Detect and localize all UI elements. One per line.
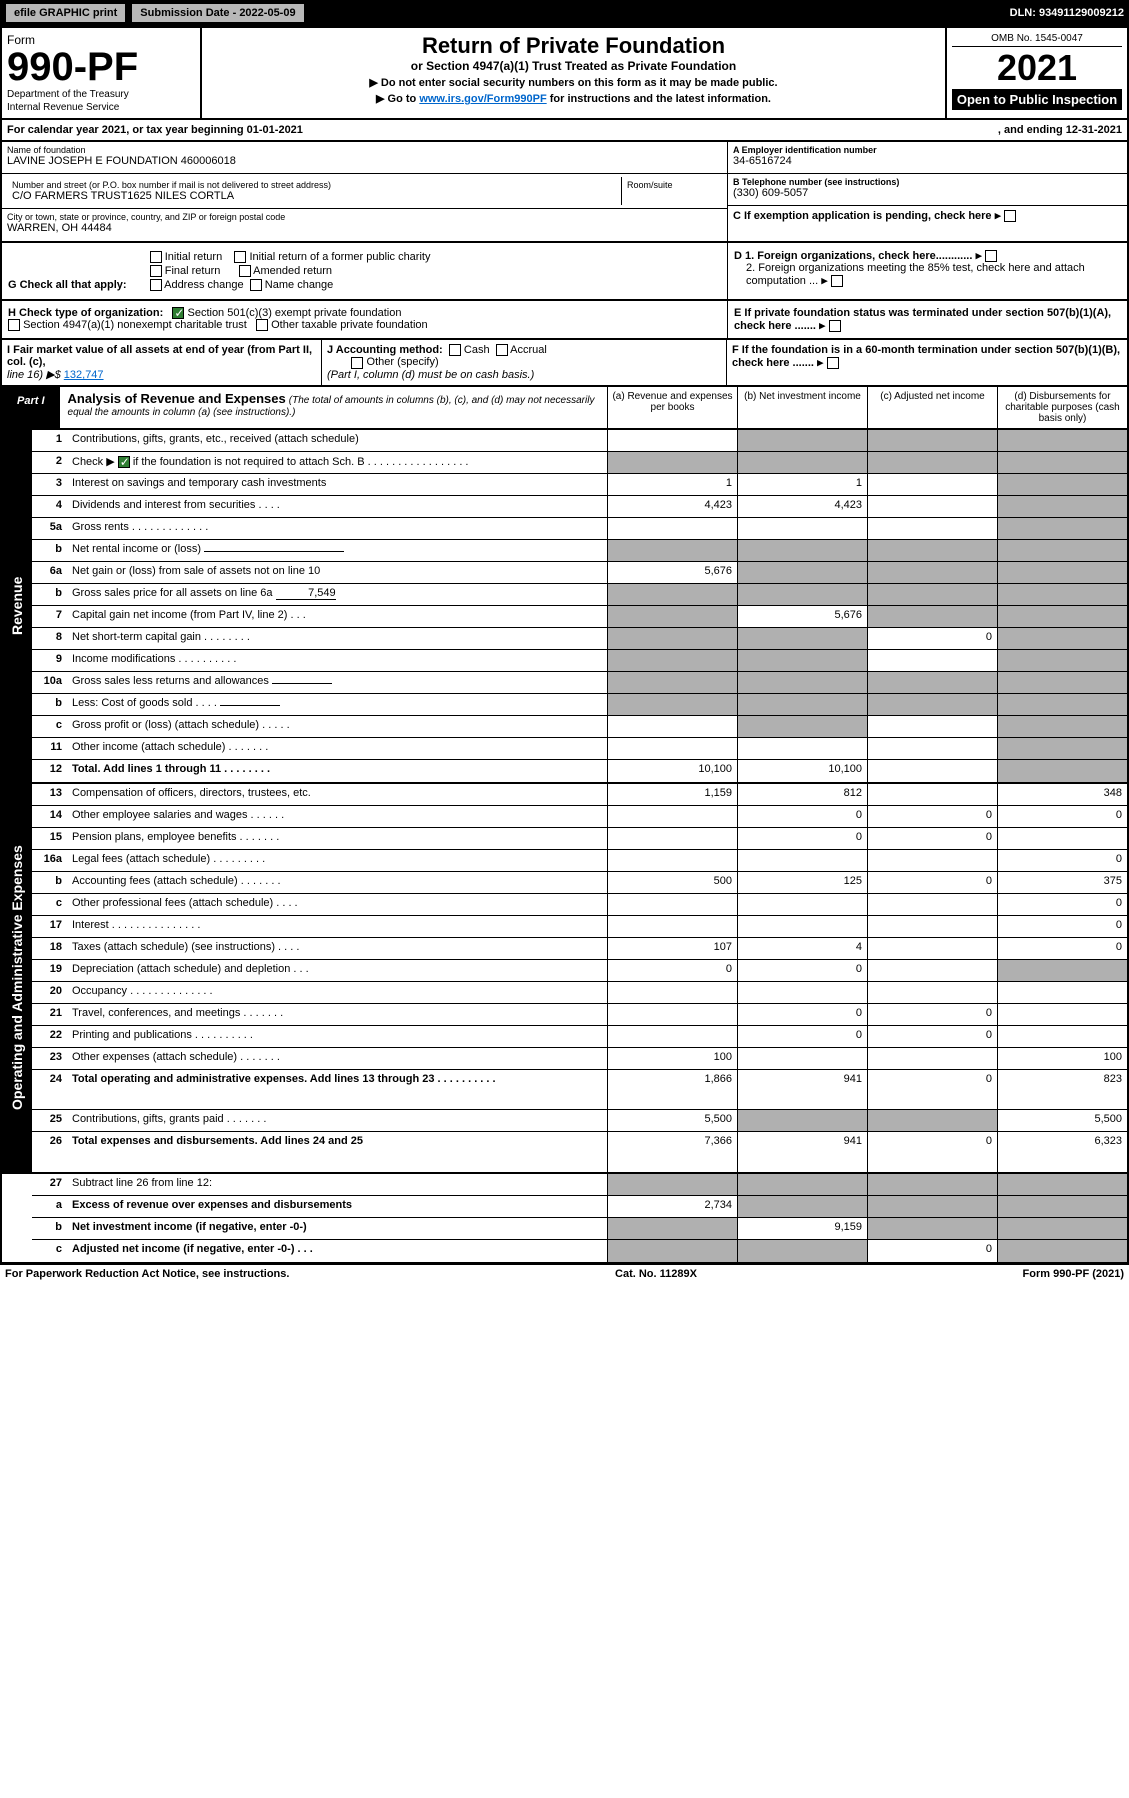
efile-print-button[interactable]: efile GRAPHIC print — [5, 3, 126, 23]
top-bar: efile GRAPHIC print Submission Date - 20… — [0, 0, 1129, 26]
d2-label: 2. Foreign organizations meeting the 85%… — [746, 262, 1085, 287]
h-e-block: H Check type of organization: Section 50… — [0, 301, 1129, 340]
revenue-section: Revenue 1Contributions, gifts, grants, e… — [0, 430, 1129, 784]
expenses-section: Operating and Administrative Expenses 13… — [0, 784, 1129, 1174]
cat-no: Cat. No. 11289X — [615, 1268, 697, 1280]
form-ref: Form 990-PF (2021) — [1023, 1268, 1124, 1280]
part1-tab: Part I — [2, 387, 60, 428]
calendar-year-row: For calendar year 2021, or tax year begi… — [0, 120, 1129, 142]
ssn-note: ▶ Do not enter social security numbers o… — [207, 76, 940, 89]
form-header: Form 990-PF Department of the Treasury I… — [0, 26, 1129, 120]
s4947-checkbox[interactable] — [8, 319, 20, 331]
i-value: 132,747 — [64, 369, 104, 381]
dept-irs: Internal Revenue Service — [7, 102, 195, 113]
h-label: H Check type of organization: — [8, 307, 163, 319]
col-c-header: (c) Adjusted net income — [867, 387, 997, 428]
entity-block: Name of foundation LAVINE JOSEPH E FOUND… — [0, 142, 1129, 243]
cash-checkbox[interactable] — [449, 344, 461, 356]
amended-checkbox[interactable] — [239, 265, 251, 277]
ein-label: A Employer identification number — [733, 145, 1122, 155]
irs-link[interactable]: www.irs.gov/Form990PF — [419, 93, 546, 105]
initial-return-checkbox[interactable] — [150, 251, 162, 263]
foundation-name: LAVINE JOSEPH E FOUNDATION 460006018 — [7, 155, 722, 167]
addr-label: Number and street (or P.O. box number if… — [12, 180, 616, 190]
other-method-checkbox[interactable] — [351, 357, 363, 369]
e-label: E If private foundation status was termi… — [734, 307, 1111, 332]
addr-change-checkbox[interactable] — [150, 279, 162, 291]
expenses-side-label: Operating and Administrative Expenses — [2, 784, 32, 1172]
final-return-checkbox[interactable] — [150, 265, 162, 277]
tax-year: 2021 — [952, 47, 1122, 89]
col-d-header: (d) Disbursements for charitable purpose… — [997, 387, 1127, 428]
part1-title: Analysis of Revenue and Expenses — [68, 391, 286, 406]
g-d-block: G Check all that apply: Initial return I… — [0, 243, 1129, 301]
paperwork-notice: For Paperwork Reduction Act Notice, see … — [5, 1268, 289, 1280]
page-footer: For Paperwork Reduction Act Notice, see … — [0, 1264, 1129, 1283]
c-label: C If exemption application is pending, c… — [733, 210, 992, 222]
i-j-f-block: I Fair market value of all assets at end… — [0, 340, 1129, 387]
name-change-checkbox[interactable] — [250, 279, 262, 291]
ein: 34-6516724 — [733, 155, 1122, 167]
city-state-zip: WARREN, OH 44484 — [7, 222, 722, 234]
line27-section: 27Subtract line 26 from line 12: aExcess… — [0, 1174, 1129, 1264]
f-label: F If the foundation is in a 60-month ter… — [732, 344, 1120, 369]
revenue-side-label: Revenue — [2, 430, 32, 782]
goto-note: ▶ Go to www.irs.gov/Form990PF for instru… — [207, 92, 940, 105]
i-label: I Fair market value of all assets at end… — [7, 344, 312, 368]
phone-label: B Telephone number (see instructions) — [733, 177, 1122, 187]
d1-label: D 1. Foreign organizations, check here..… — [734, 250, 972, 262]
j-label: J Accounting method: — [327, 344, 443, 356]
s501-checkbox[interactable] — [172, 307, 184, 319]
omb-number: OMB No. 1545-0047 — [952, 33, 1122, 47]
initial-former-checkbox[interactable] — [234, 251, 246, 263]
c-checkbox[interactable] — [1004, 210, 1016, 222]
f-checkbox[interactable] — [827, 357, 839, 369]
street-address: C/O FARMERS TRUST1625 NILES CORTLA — [12, 190, 616, 202]
accrual-checkbox[interactable] — [496, 344, 508, 356]
dln: DLN: 93491129009212 — [1010, 7, 1124, 19]
submission-date: Submission Date - 2022-05-09 — [131, 3, 304, 23]
year-begin: For calendar year 2021, or tax year begi… — [7, 124, 998, 136]
form-title: Return of Private Foundation — [207, 33, 940, 59]
form-subtitle: or Section 4947(a)(1) Trust Treated as P… — [207, 59, 940, 73]
open-inspection: Open to Public Inspection — [952, 89, 1122, 110]
name-label: Name of foundation — [7, 145, 722, 155]
room-label: Room/suite — [627, 180, 717, 190]
e-checkbox[interactable] — [829, 320, 841, 332]
d2-checkbox[interactable] — [831, 275, 843, 287]
other-tax-checkbox[interactable] — [256, 319, 268, 331]
col-a-header: (a) Revenue and expenses per books — [607, 387, 737, 428]
schb-checkbox[interactable] — [118, 456, 130, 468]
j-note: (Part I, column (d) must be on cash basi… — [327, 369, 534, 381]
dept-treasury: Department of the Treasury — [7, 89, 195, 100]
city-label: City or town, state or province, country… — [7, 212, 722, 222]
phone: (330) 609-5057 — [733, 187, 1122, 199]
form-number: 990-PF — [7, 47, 195, 87]
part1-header: Part I Analysis of Revenue and Expenses … — [0, 387, 1129, 430]
i-line16: line 16) ▶$ — [7, 369, 61, 381]
d1-checkbox[interactable] — [985, 250, 997, 262]
year-end: , and ending 12-31-2021 — [998, 124, 1122, 136]
g-label: G Check all that apply: — [8, 279, 127, 291]
col-b-header: (b) Net investment income — [737, 387, 867, 428]
